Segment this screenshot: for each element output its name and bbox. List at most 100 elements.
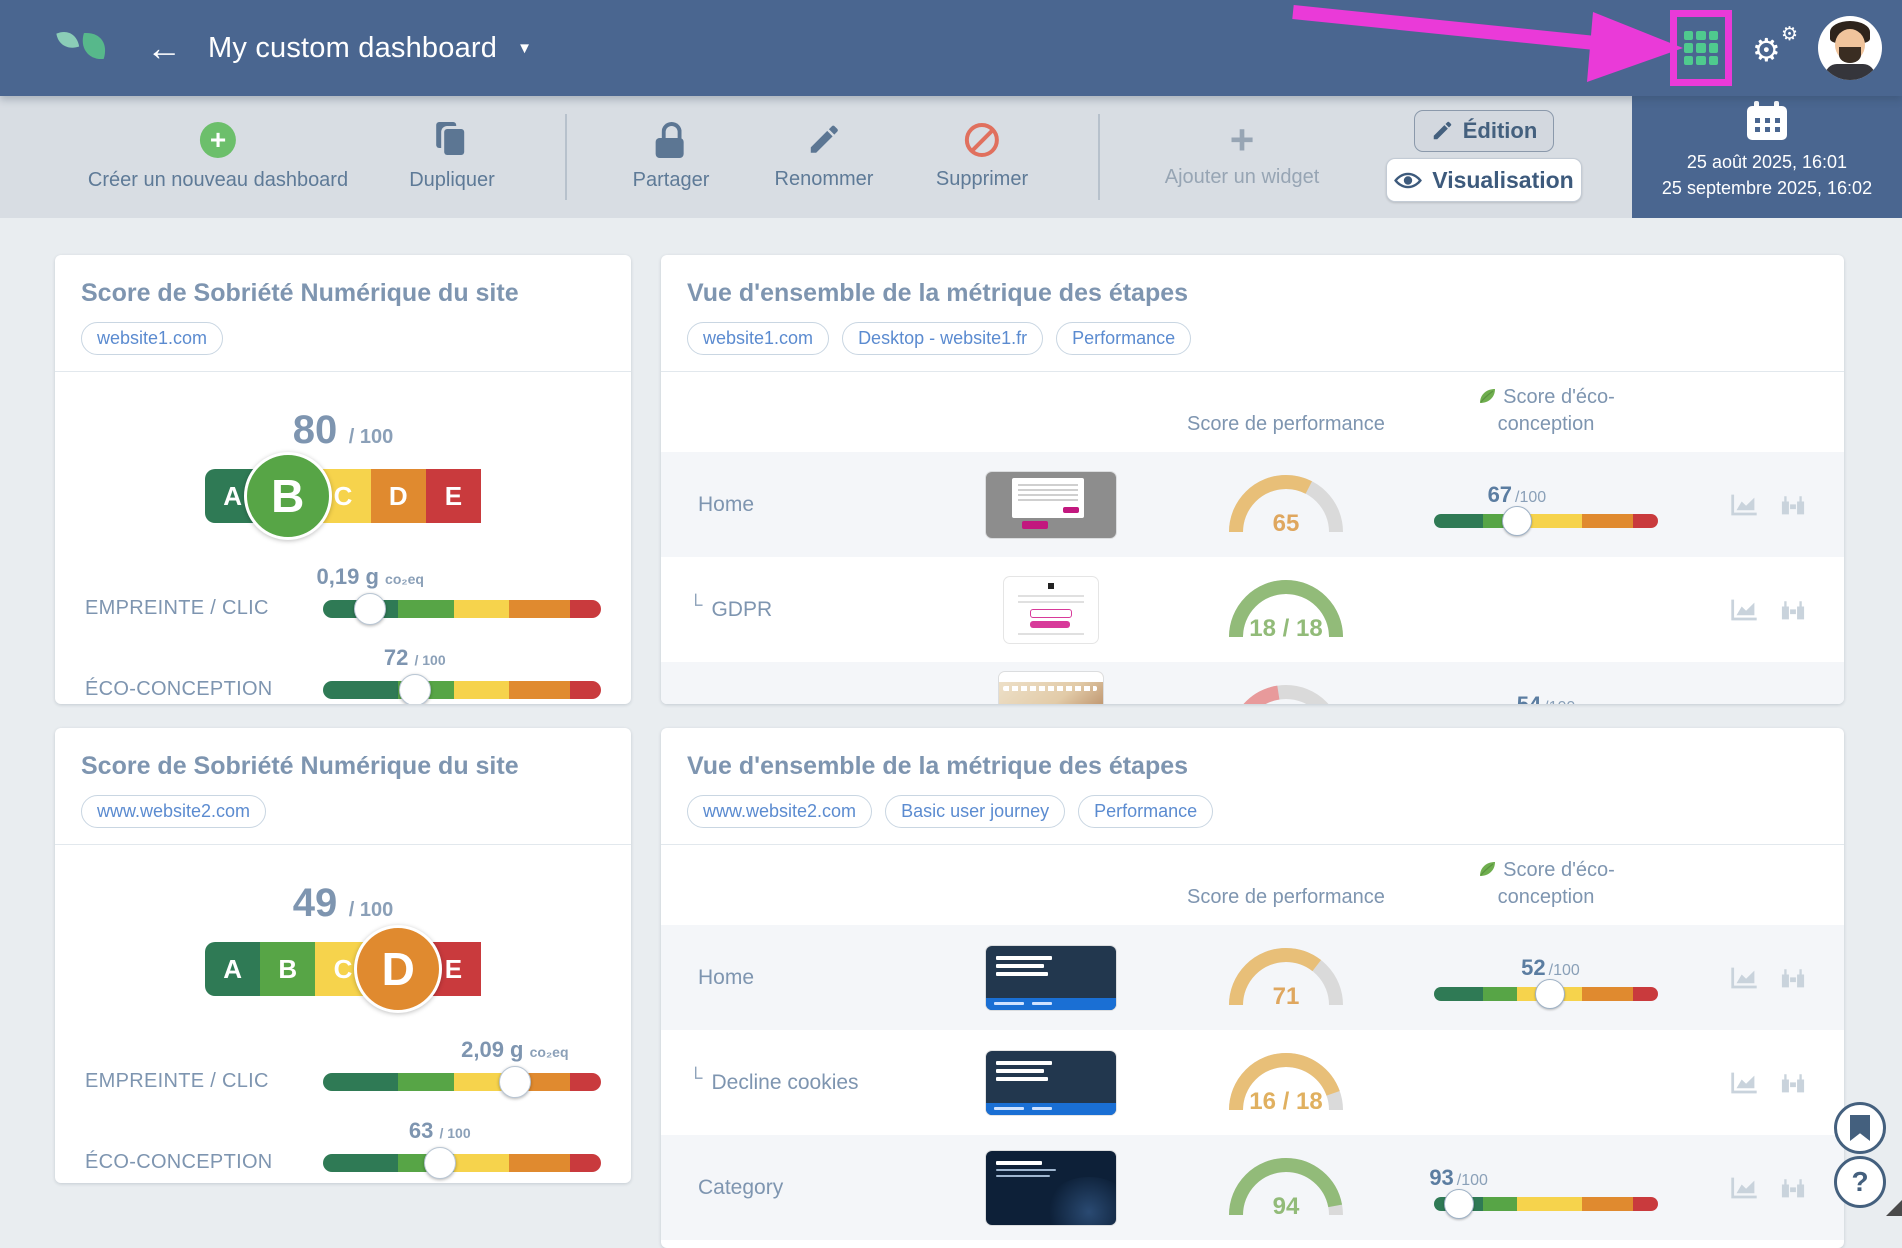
- ecodesign-metric: ÉCO-CONCEPTION 63 / 100: [85, 1118, 601, 1179]
- eco-score: 52/100: [1434, 955, 1658, 1009]
- gauge-value: 94: [1272, 1192, 1300, 1220]
- site-badge: www.website2.com: [687, 795, 873, 828]
- steps-overview-widget-site2: Vue d'ensemble de la métrique des étapes…: [661, 728, 1844, 1248]
- view-mode-switch: Édition Visualisation: [1386, 96, 1582, 218]
- leaf-icon: [1480, 862, 1496, 876]
- dashboard-toolbar: + Créer un nouveau dashboard Dupliquer P…: [0, 96, 1902, 218]
- step-name: Decline cookies: [711, 1070, 859, 1094]
- chart-icon[interactable]: [1729, 597, 1759, 623]
- edition-button[interactable]: Édition: [1414, 110, 1554, 152]
- eco-column-header: Score d'éco-conception: [1440, 384, 1652, 438]
- rename-label: Renommer: [774, 168, 874, 190]
- back-button[interactable]: ←: [140, 29, 188, 67]
- ecodesign-metric: ÉCO-CONCEPTION 72 / 100: [85, 645, 601, 704]
- step-name: Login: [698, 703, 749, 705]
- date-range-picker[interactable]: 25 août 2025, 16:01 25 septembre 2025, 1…: [1632, 96, 1902, 218]
- top-navbar: ← My custom dashboard ▼ ⚙ ⚙: [0, 0, 1902, 96]
- performance-column-header: Score de performance: [1187, 886, 1385, 908]
- gauge-value: 16 / 18: [1249, 1087, 1323, 1115]
- toolbar-divider: [565, 114, 567, 200]
- rename-button[interactable]: Renommer: [769, 122, 880, 192]
- table-row: └ GDPR 18 / 18: [661, 557, 1844, 662]
- eco-score-value: 67/100: [1487, 481, 1547, 507]
- share-label: Partager: [632, 169, 710, 191]
- metric-badge: Performance: [1056, 322, 1192, 355]
- eco-gradient-bar: [1434, 513, 1658, 528]
- gauge-value: 71: [1272, 982, 1300, 1010]
- performance-gauge: 16 / 18: [1226, 1050, 1346, 1116]
- chart-icon[interactable]: [1729, 1175, 1759, 1201]
- step-name: Category: [698, 1175, 784, 1199]
- delete-button[interactable]: Supprimer: [930, 122, 1034, 192]
- share-button[interactable]: Partager: [627, 121, 716, 193]
- bookmark-button[interactable]: [1834, 1102, 1886, 1154]
- widget-title: Score de Sobriété Numérique du site: [81, 752, 519, 780]
- dashboard-title[interactable]: My custom dashboard: [208, 31, 498, 64]
- settings-button[interactable]: ⚙ ⚙: [1752, 23, 1798, 73]
- user-avatar[interactable]: [1818, 16, 1882, 80]
- step-thumbnail[interactable]: [986, 471, 1116, 538]
- score-max: / 100: [348, 426, 394, 448]
- step-name: GDPR: [711, 597, 773, 621]
- footprint-knob: [354, 592, 387, 625]
- visualisation-button[interactable]: Visualisation: [1386, 158, 1582, 202]
- pencil-icon: [811, 125, 839, 153]
- ecodesign-knob: [423, 1146, 456, 1179]
- steps-overview-widget-site1: Vue d'ensemble de la métrique des étapes…: [661, 255, 1844, 704]
- eco-score: 54/100: [1434, 692, 1658, 705]
- chart-icon[interactable]: [1729, 702, 1759, 705]
- grade-a: A: [205, 942, 261, 996]
- ecodesign-gradient-bar: [323, 680, 601, 699]
- grade-scale: A B C D E D: [205, 925, 482, 1013]
- step-thumbnail[interactable]: [1004, 576, 1098, 643]
- ecodesign-knob: [398, 673, 431, 704]
- binoculars-icon[interactable]: [1779, 597, 1807, 623]
- table-header: Score de performance Score d'éco-concept…: [661, 372, 1844, 452]
- step-thumbnail[interactable]: [986, 1050, 1116, 1115]
- duplicate-label: Dupliquer: [409, 169, 495, 191]
- footprint-knob: [498, 1065, 531, 1098]
- eco-knob: [1535, 978, 1566, 1009]
- widgets-grid-button[interactable]: [1670, 10, 1732, 86]
- performance-gauge: 71: [1226, 945, 1346, 1011]
- create-dashboard-button[interactable]: + Créer un nouveau dashboard: [82, 121, 354, 193]
- chart-icon[interactable]: [1729, 492, 1759, 518]
- add-widget-button[interactable]: + Ajouter un widget: [1159, 116, 1326, 190]
- ecodesign-label: ÉCO-CONCEPTION: [85, 1151, 273, 1173]
- toolbar-divider: [1098, 114, 1100, 200]
- step-thumbnail[interactable]: [986, 1150, 1116, 1225]
- help-button[interactable]: ?: [1834, 1156, 1886, 1208]
- binoculars-icon[interactable]: [1779, 965, 1807, 991]
- binoculars-icon[interactable]: [1779, 702, 1807, 705]
- app-logo-leaf-icon: [56, 31, 105, 59]
- footprint-metric: EMPREINTE / CLIC 2,09 g co₂eq: [85, 1037, 601, 1098]
- footprint-label: EMPREINTE / CLIC: [85, 1070, 269, 1092]
- ecodesign-gradient-bar: [323, 1153, 601, 1172]
- score-value: 49: [292, 881, 338, 925]
- ecodesign-value: 72 / 100: [383, 644, 446, 670]
- date-range-start: 25 août 2025, 16:01: [1686, 152, 1848, 172]
- step-thumbnail[interactable]: [986, 945, 1116, 1010]
- substep-indicator: └: [689, 594, 703, 616]
- eco-score: 93/100: [1429, 1165, 1658, 1219]
- binoculars-icon[interactable]: [1779, 1070, 1807, 1096]
- binoculars-icon[interactable]: [1779, 1175, 1807, 1201]
- duplicate-button[interactable]: Dupliquer: [403, 121, 501, 193]
- metric-badge: Performance: [1078, 795, 1214, 828]
- gear-icon: ⚙: [1780, 23, 1798, 45]
- chart-icon[interactable]: [1729, 1070, 1759, 1096]
- ban-icon: [964, 123, 999, 157]
- site-badge: website1.com: [81, 322, 224, 355]
- avatar-body: [1825, 64, 1875, 80]
- eye-icon: [1394, 172, 1423, 188]
- binoculars-icon[interactable]: [1779, 492, 1807, 518]
- table-row: Home 71 52/100: [661, 925, 1844, 1030]
- sobriety-score-widget-site2: Score de Sobriété Numérique du site www.…: [55, 728, 631, 1183]
- site-badge: website1.com: [687, 322, 830, 355]
- chevron-down-icon[interactable]: ▼: [517, 39, 532, 57]
- plus-icon: +: [1229, 116, 1255, 163]
- eco-score-value: 54/100: [1516, 691, 1576, 705]
- chart-icon[interactable]: [1729, 965, 1759, 991]
- eco-score: 67/100: [1434, 481, 1658, 536]
- step-thumbnail[interactable]: [999, 671, 1103, 704]
